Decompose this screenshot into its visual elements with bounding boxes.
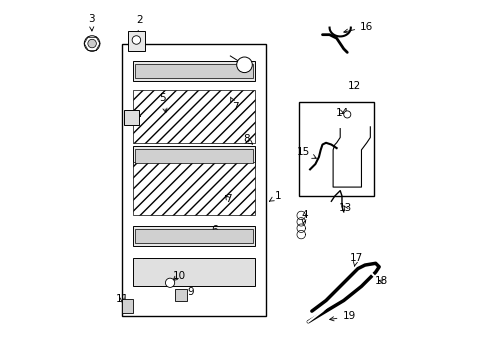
Text: 10: 10: [172, 271, 185, 281]
Text: 11: 11: [115, 294, 128, 304]
Text: 7: 7: [225, 194, 231, 204]
Bar: [175, 289, 186, 301]
Circle shape: [88, 39, 96, 48]
Text: 7: 7: [230, 97, 239, 112]
Bar: [122, 299, 133, 313]
Text: 2: 2: [135, 15, 143, 38]
Circle shape: [84, 36, 100, 51]
Bar: [133, 146, 255, 166]
Text: 12: 12: [347, 81, 360, 91]
Text: 9: 9: [182, 287, 194, 297]
Bar: [133, 90, 255, 143]
Bar: [133, 258, 255, 286]
Circle shape: [165, 278, 174, 287]
Text: 15: 15: [296, 147, 316, 158]
Text: 16: 16: [343, 22, 373, 33]
Circle shape: [132, 36, 141, 44]
Text: 14: 14: [335, 108, 348, 118]
Text: 8: 8: [243, 134, 252, 144]
Bar: [133, 162, 255, 215]
Bar: [127, 31, 145, 51]
Bar: [134, 149, 253, 163]
Bar: [124, 110, 139, 125]
Bar: [122, 44, 265, 316]
Text: 17: 17: [349, 253, 362, 266]
Circle shape: [236, 57, 252, 73]
Circle shape: [343, 111, 350, 118]
Text: 5: 5: [160, 94, 167, 113]
Bar: [134, 64, 253, 78]
Text: 19: 19: [329, 311, 355, 321]
Text: 13: 13: [338, 203, 351, 213]
Bar: [299, 102, 373, 196]
Text: 18: 18: [374, 276, 387, 286]
Text: 4: 4: [301, 211, 307, 224]
Text: 3: 3: [88, 14, 95, 31]
Bar: [133, 226, 255, 246]
Text: 6: 6: [209, 225, 217, 238]
Text: 1: 1: [269, 191, 281, 201]
Bar: [134, 229, 253, 243]
Bar: [133, 61, 255, 81]
